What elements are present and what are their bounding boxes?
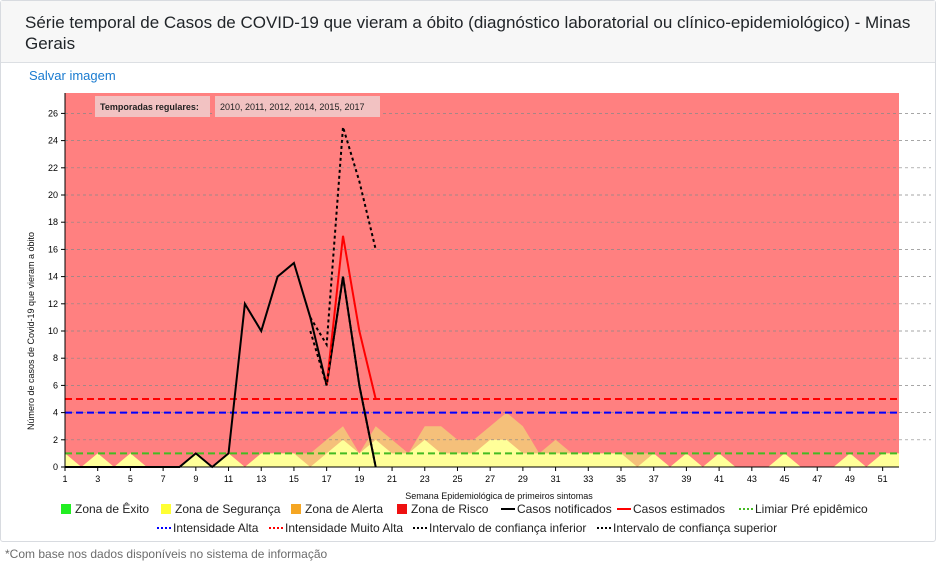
legend-item: Casos notificados: [501, 502, 612, 516]
x-tick-label: 7: [161, 474, 166, 484]
x-tick-label: 5: [128, 474, 133, 484]
legend-item: Intensidade Muito Alta: [269, 521, 403, 535]
seasons-value-bg: [215, 96, 380, 117]
x-tick-label: 21: [387, 474, 397, 484]
legend-swatch: [291, 504, 301, 514]
y-tick-label: 6: [53, 380, 58, 390]
legend-item: Zona de Alerta: [291, 502, 383, 516]
y-axis-label: Número de casos de Covid-19 que vieram a…: [26, 232, 36, 430]
x-tick-label: 47: [812, 474, 822, 484]
legend-swatch: [61, 504, 71, 514]
y-tick-label: 18: [48, 217, 58, 227]
seasons-label: Temporadas regulares:: [100, 102, 199, 112]
legend-swatch: [397, 504, 407, 514]
x-tick-label: 35: [616, 474, 626, 484]
legend-label: Casos notificados: [517, 502, 612, 516]
x-tick-label: 13: [256, 474, 266, 484]
x-tick-label: 9: [193, 474, 198, 484]
x-axis-label: Semana Epidemiológica de primeiros sinto…: [405, 491, 593, 501]
legend-item: Zona de Risco: [397, 502, 489, 516]
x-tick-label: 1: [62, 474, 67, 484]
x-tick-label: 51: [878, 474, 888, 484]
legend-label: Zona de Segurança: [175, 502, 281, 516]
x-tick-label: 33: [583, 474, 593, 484]
x-tick-label: 17: [322, 474, 332, 484]
legend-item: Limiar Pré epidêmico: [739, 502, 868, 516]
risk-zone-area: [65, 93, 899, 467]
legend-swatch: [161, 504, 171, 514]
x-tick-label: 49: [845, 474, 855, 484]
legend-item: Intervalo de confiança superior: [597, 521, 777, 535]
legend-label: Zona de Alerta: [305, 502, 383, 516]
legend-label: Zona de Risco: [411, 502, 489, 516]
x-tick-label: 27: [485, 474, 495, 484]
x-tick-label: 37: [649, 474, 659, 484]
legend-item: Intervalo de confiança inferior: [413, 521, 586, 535]
legend-label: Intensidade Alta: [173, 521, 259, 535]
y-tick-label: 26: [48, 108, 58, 118]
chart-legend: Zona de Êxito Zona de Segurança Zona de Al…: [61, 501, 868, 535]
seasons-label-bg: [95, 96, 210, 117]
y-tick-label: 22: [48, 163, 58, 173]
series-ic-inferior: [309, 276, 377, 468]
x-tick-label: 11: [224, 474, 233, 484]
y-tick-label: 16: [48, 244, 58, 254]
legend-label: Zona de Êxito: [75, 501, 149, 516]
y-tick-label: 12: [48, 299, 58, 309]
x-tick-label: 3: [95, 474, 100, 484]
x-tick-label: 41: [714, 474, 724, 484]
x-tick-label: 45: [780, 474, 790, 484]
legend-item: Zona de Segurança: [161, 502, 281, 516]
x-tick-label: 19: [354, 474, 364, 484]
legend-label: Limiar Pré epidêmico: [755, 502, 868, 516]
legend-label: Intervalo de confiança superior: [613, 521, 777, 535]
y-tick-label: 20: [48, 190, 58, 200]
x-tick-label: 23: [420, 474, 430, 484]
series-ic-superior: [309, 126, 377, 348]
y-tick-label: 14: [48, 272, 58, 282]
plot-area: [65, 93, 899, 467]
legend-item: Zona de Êxito: [61, 501, 149, 516]
page-title: Série temporal de Casos de COVID-19 que …: [25, 13, 911, 53]
save-image-link[interactable]: Salvar imagem: [29, 68, 116, 83]
x-tick-label: 15: [289, 474, 299, 484]
x-tick-label: 25: [452, 474, 462, 484]
legend-label: Intensidade Muito Alta: [285, 521, 403, 535]
x-tick-label: 43: [747, 474, 757, 484]
y-tick-label: 10: [48, 326, 58, 336]
seasons-value: 2010, 2011, 2012, 2014, 2015, 2017: [220, 102, 364, 112]
y-tick-label: 4: [53, 408, 58, 418]
seasons-box: Temporadas regulares: 2010, 2011, 2012, …: [95, 96, 380, 117]
series-casos-estimados: [325, 235, 377, 400]
footnote: *Com base nos dados disponíveis no siste…: [5, 547, 328, 561]
legend-label: Casos estimados: [633, 502, 725, 516]
y-tick-label: 8: [53, 353, 58, 363]
security-zone-area: [65, 439, 899, 467]
y-tick-label: 2: [53, 435, 58, 445]
x-tick-label: 29: [518, 474, 528, 484]
x-tick-label: 31: [551, 474, 561, 484]
legend-item: Intensidade Alta: [157, 521, 259, 535]
y-tick-label: 24: [48, 136, 58, 146]
y-tick-label: 0: [53, 462, 58, 472]
series-layer: [65, 126, 899, 469]
legend-label: Intervalo de confiança inferior: [429, 521, 586, 535]
card-header: Série temporal de Casos de COVID-19 que …: [1, 1, 935, 63]
x-tick-label: 39: [681, 474, 691, 484]
legend-item: Casos estimados: [617, 502, 725, 516]
